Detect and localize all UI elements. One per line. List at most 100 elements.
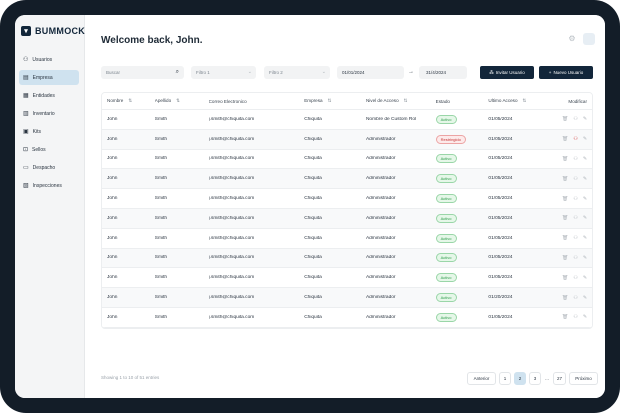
sort-icon[interactable]: ⇅ [403, 98, 408, 103]
cell-nombre: John [107, 176, 118, 182]
user-edit-icon[interactable]: ✎ [582, 294, 588, 301]
trash-icon[interactable]: 🗑 [561, 274, 569, 281]
sort-icon[interactable]: ⇅ [176, 98, 181, 103]
table-row[interactable]: John Smith j.smith@chiquita.com Chiquita Adm… [102, 129, 592, 150]
cell-correo: j.smith@chiquita.com [208, 235, 255, 241]
cell-nombre: John [107, 235, 118, 241]
user-edit-icon[interactable]: ✎ [582, 116, 588, 123]
user-block-icon[interactable]: ⚇ [573, 215, 578, 222]
trash-icon[interactable]: 🗑 [561, 254, 569, 261]
next-page-button[interactable]: Próximo [569, 372, 599, 385]
table-row[interactable]: John Smith j.smith@chiquita.com Chiquita Nom… [102, 110, 592, 130]
sidebar-item-usuarios[interactable]: ⚇ Usuarios [19, 52, 79, 67]
column-header[interactable]: Ultimo Acceso ⇅ [488, 98, 549, 104]
user-block-icon[interactable]: ⚇ [573, 136, 578, 143]
page-button-3[interactable]: 3 [529, 372, 541, 385]
user-block-icon[interactable]: ⚇ [573, 294, 578, 301]
user-block-icon[interactable]: ⚇ [573, 155, 578, 162]
user-edit-icon[interactable]: ✎ [582, 155, 588, 162]
user-edit-icon[interactable]: ✎ [582, 175, 588, 182]
user-block-icon[interactable]: ⚇ [573, 274, 578, 281]
sidebar-item-inspecciones[interactable]: ▧ Inspecciones [19, 178, 79, 193]
trash-icon[interactable]: 🗑 [561, 116, 569, 123]
table-row[interactable]: John Smith j.smith@chiquita.com Chiquita Adm… [102, 288, 592, 308]
table-row[interactable]: John Smith j.smith@chiquita.com Chiquita Adm… [102, 248, 592, 269]
trash-icon[interactable]: 🗑 [561, 235, 569, 242]
user-edit-icon[interactable]: ✎ [582, 274, 588, 281]
table-row[interactable]: John Smith j.smith@chiquita.com Chiquita Adm… [102, 307, 592, 328]
table-row[interactable]: John Smith j.smith@chiquita.com Chiquita Adm… [102, 268, 592, 289]
cell-empresa: Chiquita [304, 255, 322, 261]
cell-modificar: 🗑 ⚇ ✎ [549, 116, 592, 122]
sort-icon[interactable]: ⇅ [327, 98, 332, 103]
column-header[interactable]: Correo Electronico [209, 99, 305, 104]
status-badge: Activo [435, 213, 457, 223]
user-edit-icon[interactable]: ✎ [582, 195, 588, 202]
date-to-input[interactable]: 31/4/2024 [419, 66, 467, 79]
user-block-icon[interactable]: ⚇ [573, 195, 578, 202]
user-edit-icon[interactable]: ✎ [582, 314, 588, 321]
sidebar-item-inventario[interactable]: ▥ Inventario [19, 106, 79, 121]
column-header[interactable]: Apellido ⇅ [155, 98, 209, 104]
new-user-button[interactable]: + Nuevo Usuario [539, 66, 593, 79]
cell-apellido: Smith [154, 136, 168, 142]
filter-2-select[interactable]: Filtro 2 ⌄ [264, 66, 330, 79]
user-edit-icon[interactable]: ✎ [582, 235, 588, 242]
sidebar-item-entidades[interactable]: ▦ Entidades [19, 88, 79, 103]
cell-ultimo-acceso: 01/05/2024 [488, 136, 513, 142]
status-badge: Activo [435, 253, 457, 263]
user-edit-icon[interactable]: ✎ [582, 136, 588, 143]
sidebar-item-despacho[interactable]: ▭ Despacho [19, 160, 79, 175]
table-row[interactable]: John Smith j.smith@chiquita.com Chiquita Adm… [102, 208, 592, 229]
user-block-icon[interactable]: ⚇ [573, 116, 578, 123]
status-badge: Activo [435, 114, 457, 124]
filter-2-label: Filtro 2 [269, 70, 283, 75]
table-row[interactable]: John Smith j.smith@chiquita.com Chiquita Adm… [102, 228, 592, 249]
table-row[interactable]: John Smith j.smith@chiquita.com Chiquita Adm… [102, 189, 592, 209]
date-from-input[interactable]: 01/01/2024 [337, 66, 404, 79]
column-header[interactable]: Nivel de Acceso ⇅ [366, 98, 436, 104]
status-badge: Activo [435, 293, 457, 303]
sidebar-item-kits[interactable]: ▣ Kits [19, 124, 79, 139]
trash-icon[interactable]: 🗑 [561, 175, 569, 182]
trash-icon[interactable]: 🗑 [561, 314, 569, 321]
sort-icon[interactable]: ⇅ [522, 98, 527, 103]
entries-summary: Showing 1 to 10 of 51 entries [101, 375, 160, 380]
column-header[interactable]: Empresa ⇅ [304, 98, 366, 104]
table-row[interactable]: John Smith j.smith@chiquita.com Chiquita Adm… [102, 149, 592, 170]
sidebar-item-empresa[interactable]: ▤ Empresa [19, 70, 79, 85]
sidebar-item-sellos[interactable]: ⊡ Sellos [19, 142, 79, 157]
cell-ultimo-acceso: 01/05/2024 [488, 176, 513, 182]
trash-icon[interactable]: 🗑 [561, 215, 569, 222]
cell-ultimo-acceso: 01/05/2024 [488, 116, 513, 122]
sidebar: ▾ BUMMOCK ⚇ Usuarios ▤ Empresa ▦ Entidades ▥ In… [15, 15, 85, 398]
search-input[interactable]: Buscar ⌕ [101, 66, 184, 79]
invite-user-button[interactable]: ⁂ Invitar Usuario [480, 66, 534, 79]
page-button-1[interactable]: 1 [499, 372, 511, 385]
cell-modificar: 🗑 ⚇ ✎ [549, 156, 592, 162]
cell-nombre: John [107, 275, 118, 281]
avatar[interactable] [583, 33, 595, 45]
trash-icon[interactable]: 🗑 [561, 294, 569, 301]
trash-icon[interactable]: 🗑 [561, 155, 569, 162]
user-block-icon[interactable]: ⚇ [573, 314, 578, 321]
user-block-icon[interactable]: ⚇ [573, 254, 578, 261]
sort-icon[interactable]: ⇅ [128, 98, 133, 103]
settings-icon[interactable]: ⚙ [568, 33, 576, 43]
trash-icon[interactable]: 🗑 [561, 136, 569, 143]
table-row[interactable]: John Smith j.smith@chiquita.com Chiquita Adm… [102, 169, 592, 190]
column-header[interactable]: Nombre ⇅ [102, 98, 155, 104]
column-header[interactable]: Modificar [549, 99, 592, 104]
filter-1-select[interactable]: Filtro 1 ⌄ [191, 66, 256, 79]
user-block-icon[interactable]: ⚇ [573, 235, 578, 242]
prev-page-button[interactable]: Anterior [467, 372, 496, 385]
cell-nivel: Administrador [365, 235, 396, 241]
user-edit-icon[interactable]: ✎ [582, 254, 588, 261]
page-button-2[interactable]: 2 [514, 372, 526, 385]
trash-icon[interactable]: 🗑 [561, 195, 569, 202]
column-header[interactable]: Estado [436, 99, 489, 104]
user-block-icon[interactable]: ⚇ [573, 175, 578, 182]
page-button-27[interactable]: 27 [553, 372, 567, 385]
user-edit-icon[interactable]: ✎ [582, 215, 588, 222]
